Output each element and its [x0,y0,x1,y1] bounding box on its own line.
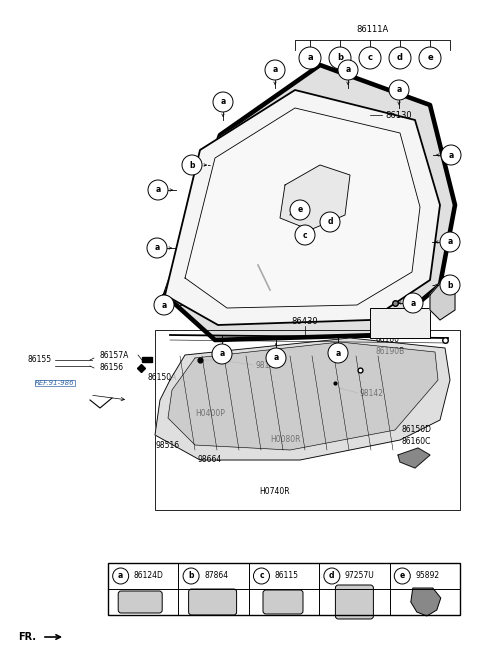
Text: d: d [327,217,333,227]
Circle shape [154,295,174,315]
Circle shape [265,60,285,80]
Circle shape [290,200,310,220]
Text: FR.: FR. [18,632,36,642]
Text: e: e [400,571,405,581]
Text: d: d [329,571,335,581]
Text: b: b [447,281,453,289]
Circle shape [394,568,410,584]
Polygon shape [398,448,430,468]
Text: a: a [118,571,123,581]
Text: a: a [336,349,341,357]
Text: b: b [188,571,194,581]
Circle shape [148,180,168,200]
Text: a: a [346,65,350,74]
Text: H0080R: H0080R [270,436,300,445]
Circle shape [403,293,423,313]
Text: a: a [155,244,160,253]
Text: 86124D: 86124D [133,571,164,581]
Circle shape [440,232,460,252]
Circle shape [320,212,340,232]
Polygon shape [185,108,420,308]
Circle shape [441,145,461,165]
Text: H0400P: H0400P [195,409,225,417]
Circle shape [329,47,351,69]
Circle shape [213,92,233,112]
Text: c: c [259,571,264,581]
Circle shape [253,568,269,584]
Text: b: b [337,54,343,63]
Text: a: a [161,300,167,310]
Text: 86150D: 86150D [402,426,432,434]
Text: 86160C: 86160C [402,438,432,447]
Circle shape [389,80,409,100]
Polygon shape [165,90,440,325]
Polygon shape [165,65,455,340]
Text: 95892: 95892 [415,571,439,581]
Text: a: a [410,298,416,308]
Text: a: a [447,238,453,246]
Circle shape [299,47,321,69]
Text: 87864: 87864 [204,571,228,581]
Text: 86155: 86155 [28,355,52,364]
Text: 86180: 86180 [376,336,400,345]
Text: 82315B: 82315B [376,313,405,323]
Text: 98142: 98142 [255,360,279,370]
Text: a: a [220,97,226,106]
Bar [370,308,430,338]
Circle shape [183,568,199,584]
Text: 86111A: 86111A [356,25,389,34]
Polygon shape [155,338,450,460]
Circle shape [147,238,167,258]
Circle shape [324,568,340,584]
Text: 86157A: 86157A [100,351,130,360]
Text: a: a [448,150,454,159]
Text: b: b [189,161,195,170]
Text: c: c [303,231,307,240]
Text: a: a [219,349,225,358]
Text: e: e [427,54,433,63]
Circle shape [328,343,348,363]
Bar [108,563,460,615]
Text: d: d [397,54,403,63]
Circle shape [182,155,202,175]
Polygon shape [411,588,441,616]
Text: a: a [274,353,278,362]
Text: 98142: 98142 [360,389,384,398]
Polygon shape [168,342,438,450]
Text: REF.91-986: REF.91-986 [35,380,74,386]
Circle shape [419,47,441,69]
Text: e: e [298,206,302,214]
Text: a: a [396,86,402,95]
Text: 86115: 86115 [275,571,299,581]
Text: 86150A: 86150A [148,372,178,381]
Text: 86190B: 86190B [376,347,405,357]
Polygon shape [430,278,455,320]
Circle shape [212,344,232,364]
Text: 86430: 86430 [292,317,318,326]
Circle shape [338,60,358,80]
FancyBboxPatch shape [118,591,162,613]
Text: 86156: 86156 [100,362,124,372]
Text: 86130: 86130 [385,110,412,119]
Circle shape [359,47,381,69]
Circle shape [295,225,315,245]
Text: 98516: 98516 [155,441,179,449]
Bar [142,357,152,362]
Text: c: c [368,54,372,63]
Text: 98664: 98664 [198,456,222,464]
Polygon shape [280,165,350,230]
Circle shape [440,275,460,295]
Text: H0740R: H0740R [260,488,290,496]
Text: 97257U: 97257U [345,571,374,581]
FancyBboxPatch shape [263,590,303,614]
Text: a: a [307,54,313,63]
Bar [155,330,460,510]
Circle shape [266,348,286,368]
Circle shape [389,47,411,69]
FancyBboxPatch shape [189,589,237,615]
Circle shape [113,568,129,584]
Text: a: a [156,185,161,195]
FancyBboxPatch shape [336,585,373,619]
Text: a: a [272,65,277,74]
